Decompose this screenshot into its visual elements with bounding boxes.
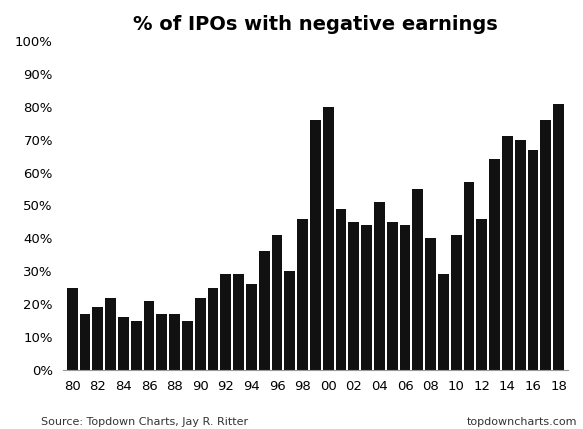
Bar: [297, 219, 308, 370]
Bar: [272, 235, 283, 370]
Bar: [195, 297, 206, 370]
Bar: [105, 297, 116, 370]
Bar: [463, 182, 475, 370]
Bar: [553, 103, 564, 370]
Bar: [451, 235, 462, 370]
Bar: [220, 275, 231, 370]
Bar: [528, 150, 539, 370]
Bar: [425, 239, 436, 370]
Bar: [233, 275, 244, 370]
Bar: [336, 209, 346, 370]
Bar: [374, 202, 385, 370]
Title: % of IPOs with negative earnings: % of IPOs with negative earnings: [133, 15, 498, 34]
Bar: [169, 314, 180, 370]
Bar: [143, 301, 154, 370]
Bar: [412, 189, 423, 370]
Bar: [259, 251, 270, 370]
Bar: [387, 222, 398, 370]
Bar: [399, 225, 410, 370]
Bar: [131, 320, 142, 370]
Bar: [310, 120, 321, 370]
Bar: [285, 271, 295, 370]
Text: topdowncharts.com: topdowncharts.com: [466, 417, 577, 427]
Bar: [156, 314, 167, 370]
Bar: [208, 288, 219, 370]
Bar: [476, 219, 487, 370]
Bar: [349, 222, 359, 370]
Bar: [515, 140, 526, 370]
Bar: [502, 136, 513, 370]
Bar: [67, 288, 78, 370]
Bar: [438, 275, 449, 370]
Bar: [246, 284, 257, 370]
Bar: [489, 160, 500, 370]
Text: Source: Topdown Charts, Jay R. Ritter: Source: Topdown Charts, Jay R. Ritter: [41, 417, 248, 427]
Bar: [323, 107, 333, 370]
Bar: [80, 314, 90, 370]
Bar: [118, 317, 129, 370]
Bar: [540, 120, 552, 370]
Bar: [182, 320, 193, 370]
Bar: [93, 307, 103, 370]
Bar: [361, 225, 372, 370]
